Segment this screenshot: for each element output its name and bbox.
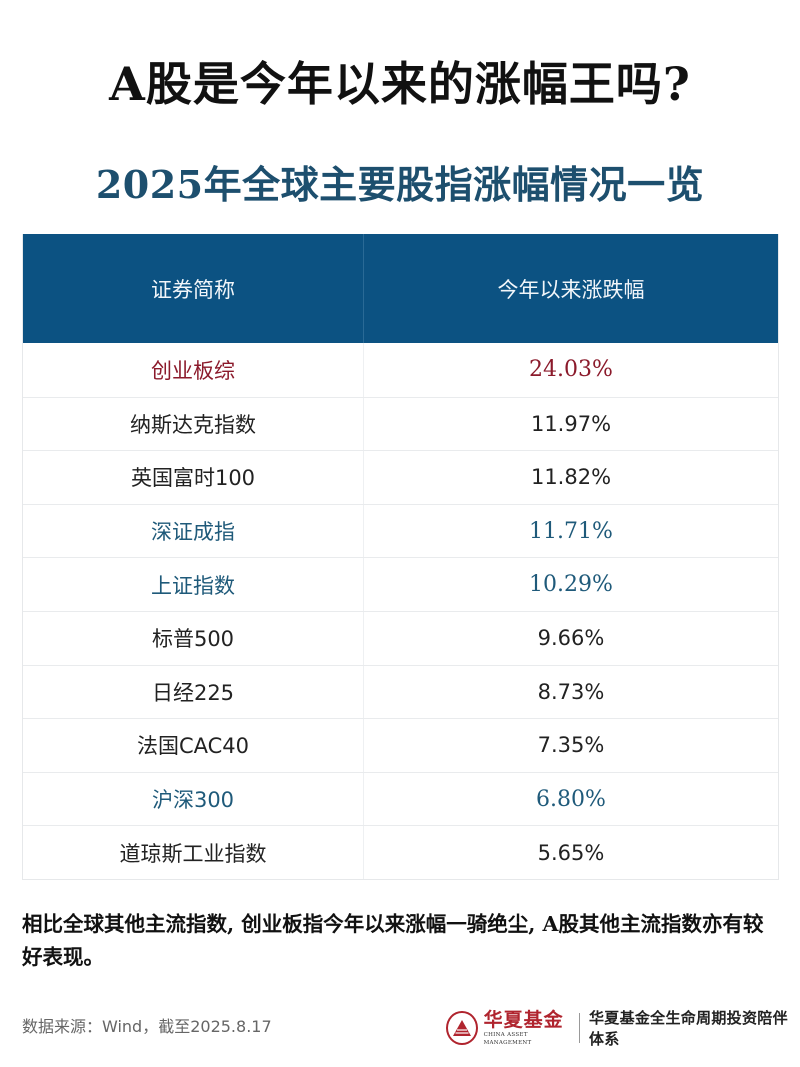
ytd-change-value: 6.80% [536, 786, 606, 812]
page-title: A股是今年以来的涨幅王吗? [109, 57, 691, 111]
index-name: 上证指数 [151, 573, 235, 598]
ytd-change-value: 7.35% [537, 733, 605, 758]
brand-footer: 华夏基金 CHINA ASSET MANAGEMENT 华夏基金全生命周期投资陪… [446, 1008, 800, 1048]
brand-name-cn: 华夏基金 [483, 1009, 564, 1031]
index-name: 日经225 [151, 680, 235, 705]
table-header: 证券简称 今年以来涨跌幅 [23, 234, 778, 343]
ytd-change-value: 5.65% [537, 840, 605, 865]
ytd-change-value: 11.82% [530, 465, 612, 490]
column-header-ytd-change: 今年以来涨跌幅 [363, 234, 778, 343]
ytd-change-value: 9.66% [537, 626, 605, 651]
ytd-change-value: 24.03% [529, 357, 613, 383]
index-name: 标普500 [151, 627, 235, 652]
brand-name-en: CHINA ASSET MANAGEMENT [483, 1032, 532, 1046]
table-row: 道琼斯工业指数 5.65% [23, 825, 778, 879]
table-row: 上证指数 10.29% [23, 557, 778, 611]
index-performance-table: 证券简称 今年以来涨跌幅 创业板综 24.03% 纳斯达克指数 11.97% 英… [22, 234, 779, 880]
column-header-name: 证券简称 [151, 277, 235, 302]
table-row: 标普500 9.66% [23, 610, 778, 665]
table-row: 纳斯达克指数 11.97% [23, 396, 778, 451]
index-name: 深证成指 [151, 520, 235, 545]
brand-logo-text: 华夏基金 CHINA ASSET MANAGEMENT [484, 1009, 570, 1047]
china-amc-logo-icon [446, 1011, 478, 1045]
table-row: 英国富时100 11.82% [23, 450, 778, 504]
brand-divider [579, 1013, 580, 1043]
table-row: 创业板综 24.03% [23, 343, 778, 397]
table-row: 沪深300 6.80% [23, 771, 778, 826]
page-subtitle: 2025年全球主要股指涨幅情况一览 [95, 162, 705, 207]
index-name: 道琼斯工业指数 [119, 841, 267, 866]
summary-text: 相比全球其他主流指数, 创业板指今年以来涨幅一骑绝尘, A股其他主流指数亦有较好… [22, 912, 764, 969]
table-row: 日经225 8.73% [23, 664, 778, 719]
index-name: 法国CAC40 [136, 734, 250, 759]
ytd-change-value: 8.73% [537, 679, 605, 704]
table-row: 深证成指 11.71% [23, 503, 778, 558]
index-name: 创业板综 [151, 358, 235, 383]
ytd-change-value: 11.71% [529, 518, 613, 544]
ytd-change-value: 11.97% [530, 411, 612, 436]
index-name: 纳斯达克指数 [130, 412, 256, 437]
table-row: 法国CAC40 7.35% [23, 718, 778, 772]
brand-slogan: 华夏基金全生命周期投资陪伴体系 [588, 1009, 788, 1048]
table-body: 创业板综 24.03% 纳斯达克指数 11.97% 英国富时100 11.82%… [23, 343, 778, 879]
data-source-note: 数据来源：Wind，截至2025.8.17 [22, 1017, 272, 1036]
ytd-change-value: 10.29% [529, 572, 613, 598]
index-name: 英国富时100 [130, 466, 256, 491]
index-name: 沪深300 [151, 788, 235, 813]
